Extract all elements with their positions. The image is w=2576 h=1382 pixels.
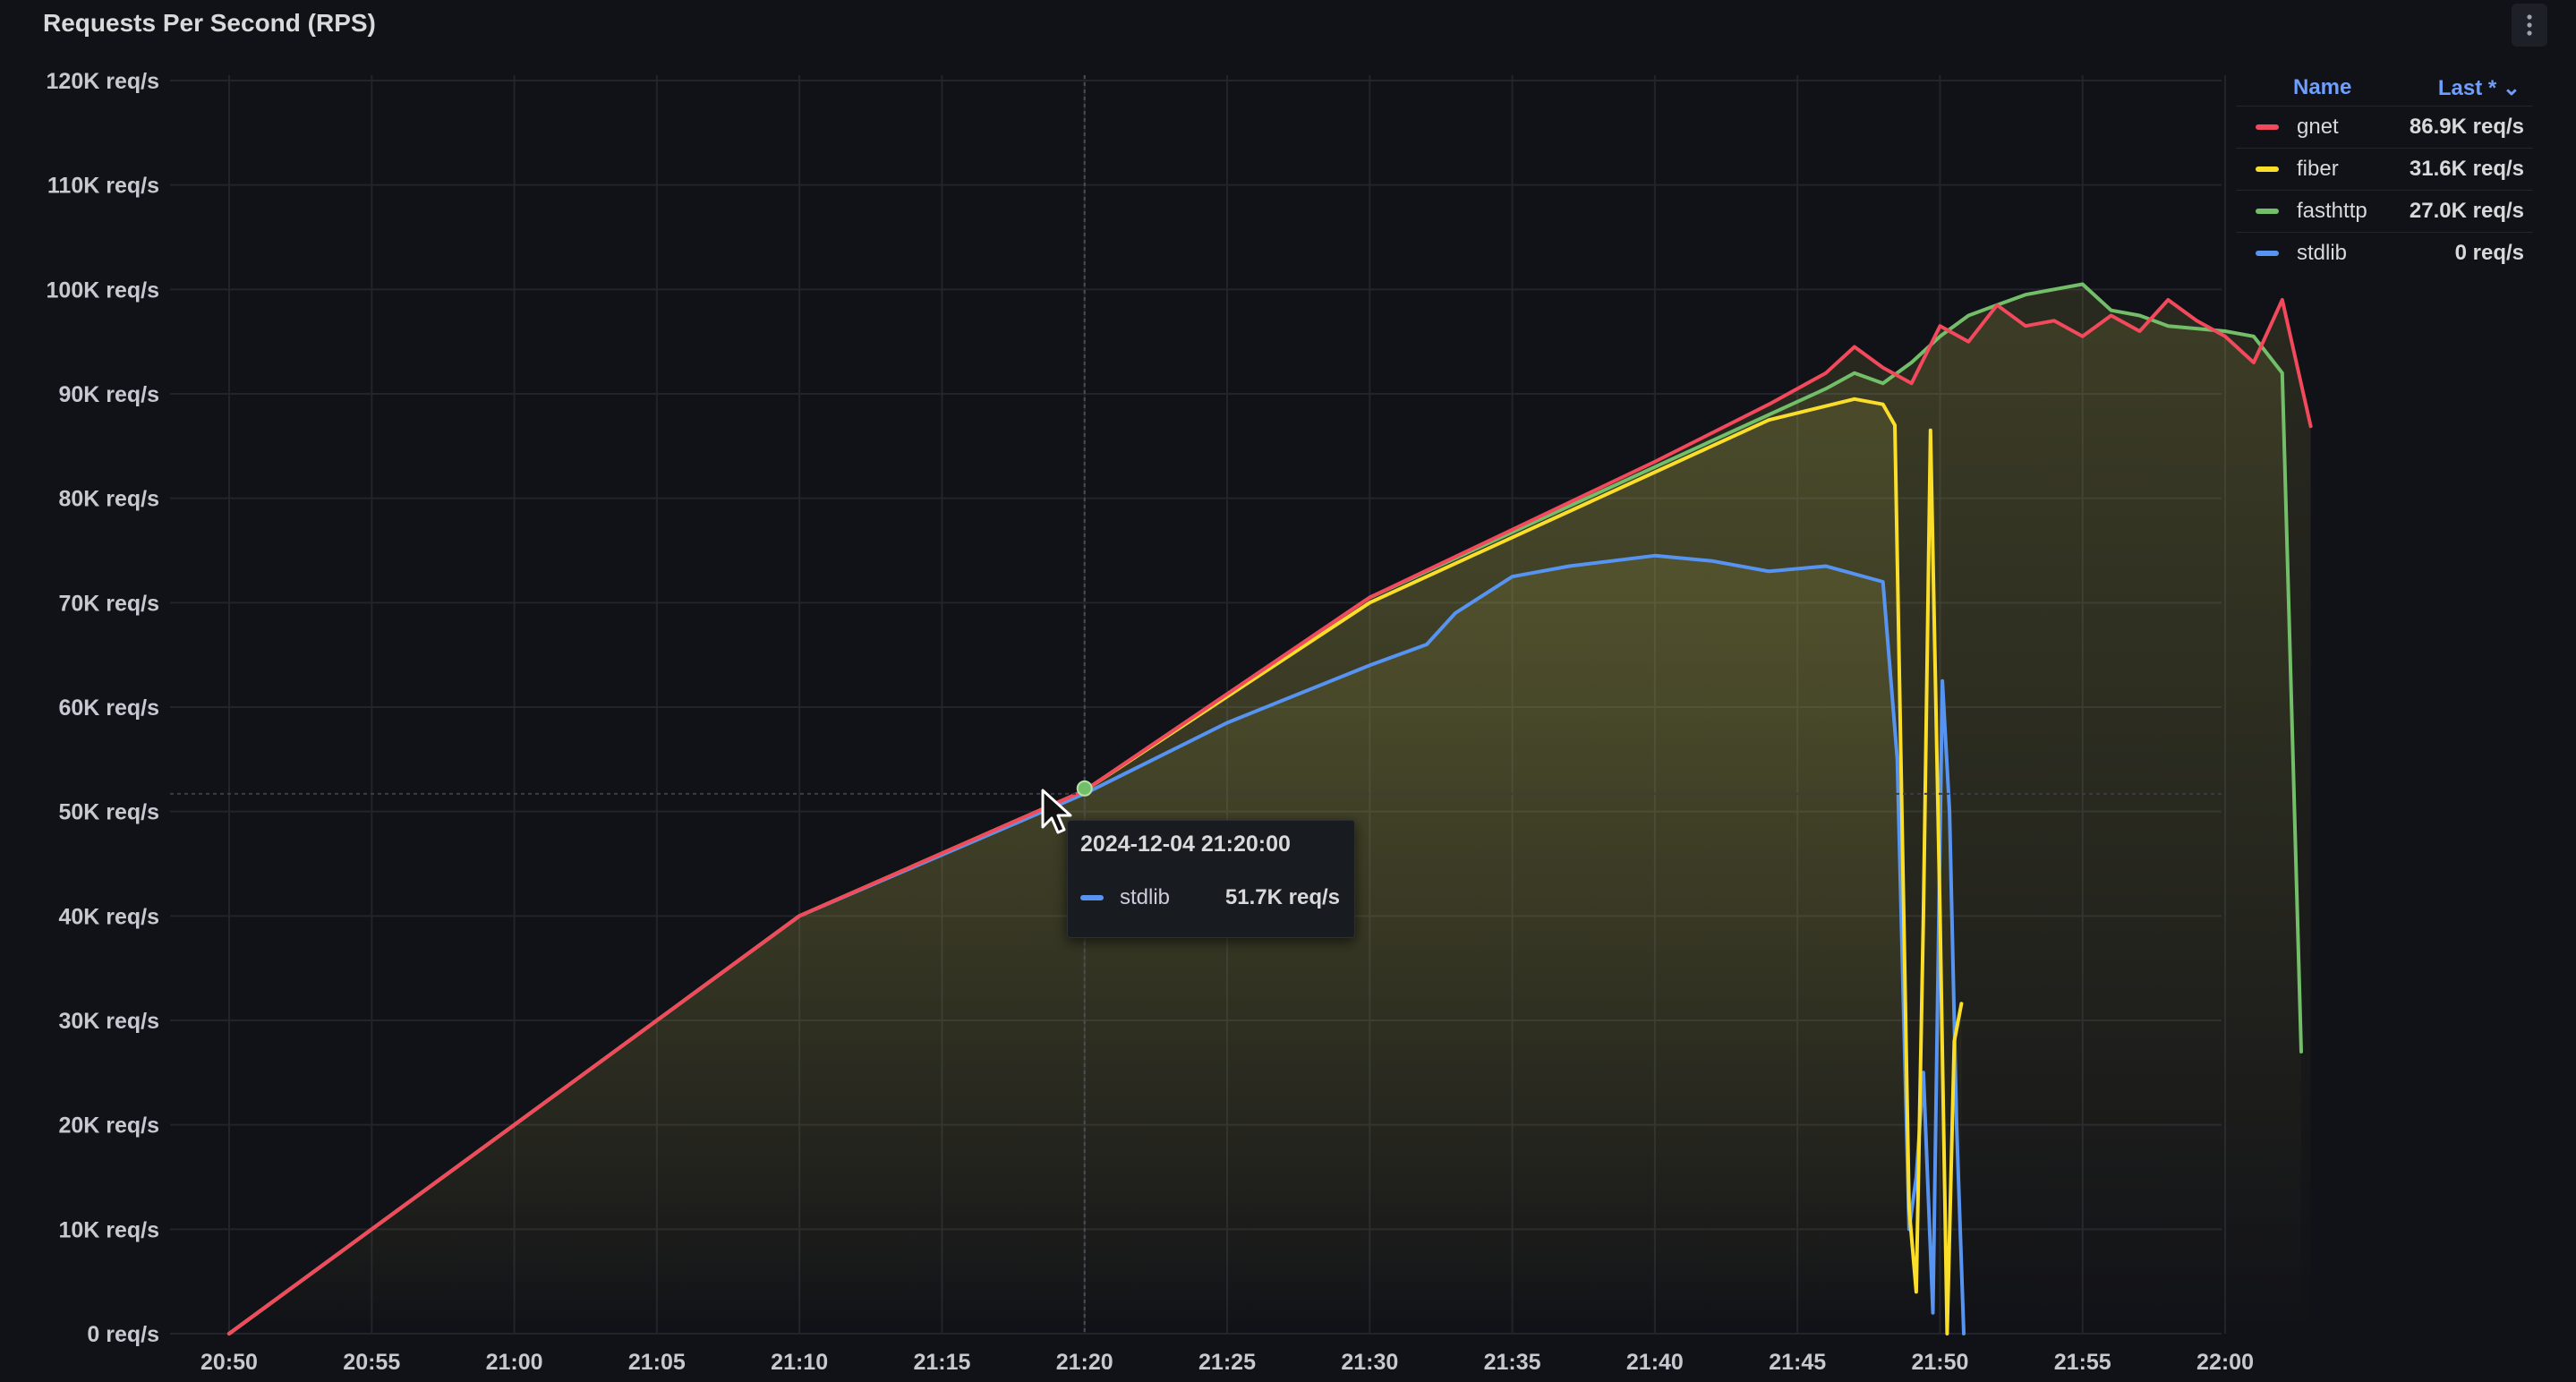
y-tick-label: 110K req/s: [47, 174, 159, 199]
panel-title: Requests Per Second (RPS): [43, 9, 376, 37]
x-tick-label: 22:00: [2196, 1350, 2254, 1375]
x-tick-label: 20:50: [200, 1350, 258, 1375]
hover-point: [1076, 780, 1093, 797]
x-tick-label: 21:10: [771, 1350, 828, 1375]
x-tick-label: 21:20: [1056, 1350, 1113, 1375]
kebab-menu-icon: [2527, 14, 2532, 36]
series-area-stdlib: [229, 555, 1964, 1334]
series-lines: [227, 282, 2313, 1335]
legend-item-gnet[interactable]: gnet 86.9K req/s: [2236, 106, 2533, 148]
x-tick-label: 21:05: [628, 1350, 686, 1375]
x-tick-label: 21:50: [1911, 1350, 1968, 1375]
legend-item-name: fasthttp: [2297, 199, 2367, 223]
series-fills: [229, 284, 2311, 1334]
x-tick-label: 21:00: [486, 1350, 543, 1375]
legend-item-fasthttp[interactable]: fasthttp 27.0K req/s: [2236, 190, 2533, 232]
series-color-swatch: [2256, 124, 2279, 130]
legend-item-last: 27.0K req/s: [2409, 199, 2524, 223]
y-tick-label: 40K req/s: [58, 904, 159, 929]
series-line-gnet: [227, 298, 2313, 1335]
y-tick-label: 10K req/s: [58, 1217, 159, 1242]
series-color-swatch: [2256, 251, 2279, 256]
y-tick-label: 120K req/s: [47, 69, 159, 94]
x-tick-label: 21:30: [1341, 1350, 1398, 1375]
x-tick-label: 20:55: [343, 1350, 400, 1375]
mouse-pointer-icon: [1041, 789, 1072, 834]
tooltip-series-swatch: [1080, 895, 1104, 900]
series-line-stdlib: [227, 553, 1966, 1335]
hover-crosshair: [170, 75, 2222, 1334]
tooltip-row: stdlib 51.7K req/s: [1080, 885, 1340, 910]
y-tick-label: 30K req/s: [58, 1009, 159, 1034]
legend-item-name: stdlib: [2297, 241, 2348, 265]
legend-item-last: 86.9K req/s: [2409, 115, 2524, 139]
x-tick-label: 21:35: [1484, 1350, 1541, 1375]
x-tick-label: 21:40: [1626, 1350, 1684, 1375]
y-tick-label: 20K req/s: [58, 1113, 159, 1139]
legend-header-last[interactable]: Last * ⌄: [2437, 75, 2521, 100]
y-tick-label: 0 req/s: [87, 1322, 159, 1347]
legend-item-fiber[interactable]: fiber 31.6K req/s: [2236, 148, 2533, 190]
legend-item-name: fiber: [2297, 157, 2339, 181]
x-tick-label: 21:45: [1769, 1350, 1826, 1375]
legend-item-last: 0 req/s: [2454, 241, 2524, 265]
x-tick-label: 21:15: [913, 1350, 970, 1375]
tooltip-timestamp: 2024-12-04 21:20:00: [1080, 832, 1291, 857]
x-axis: 20:50 20:55 21:00 21:05 21:10 21:15 21:20 21:25…: [200, 1350, 2254, 1375]
chevron-down-icon: ⌄: [2502, 75, 2521, 100]
legend-item-name: gnet: [2297, 115, 2339, 139]
y-tick-label: 90K req/s: [58, 382, 159, 407]
tooltip-series-value: 51.7K req/s: [1224, 885, 1340, 909]
y-tick-label: 60K req/s: [58, 695, 159, 721]
x-tick-label: 21:55: [2054, 1350, 2111, 1375]
y-tick-label: 80K req/s: [58, 487, 159, 512]
legend-item-stdlib[interactable]: stdlib 0 req/s: [2236, 232, 2533, 274]
series-color-swatch: [2256, 166, 2279, 172]
panel-menu-button[interactable]: [2512, 4, 2547, 47]
series-color-swatch: [2256, 209, 2279, 214]
y-axis: 0 req/s 10K req/s 20K req/s 30K req/s 40K re…: [47, 69, 159, 1347]
legend-header: Name Last * ⌄: [2236, 70, 2533, 106]
legend-header-name[interactable]: Name: [2293, 75, 2352, 99]
y-tick-label: 50K req/s: [58, 800, 159, 825]
tooltip-series-name: stdlib: [1120, 885, 1171, 909]
legend: Name Last * ⌄ gnet 86.9K req/s fiber 31.…: [2236, 70, 2533, 274]
legend-item-last: 31.6K req/s: [2409, 157, 2524, 181]
hover-tooltip: 2024-12-04 21:20:00 stdlib 51.7K req/s: [1067, 820, 1355, 938]
x-tick-label: 21:25: [1198, 1350, 1256, 1375]
y-tick-label: 70K req/s: [58, 591, 159, 616]
y-tick-label: 100K req/s: [47, 277, 159, 303]
